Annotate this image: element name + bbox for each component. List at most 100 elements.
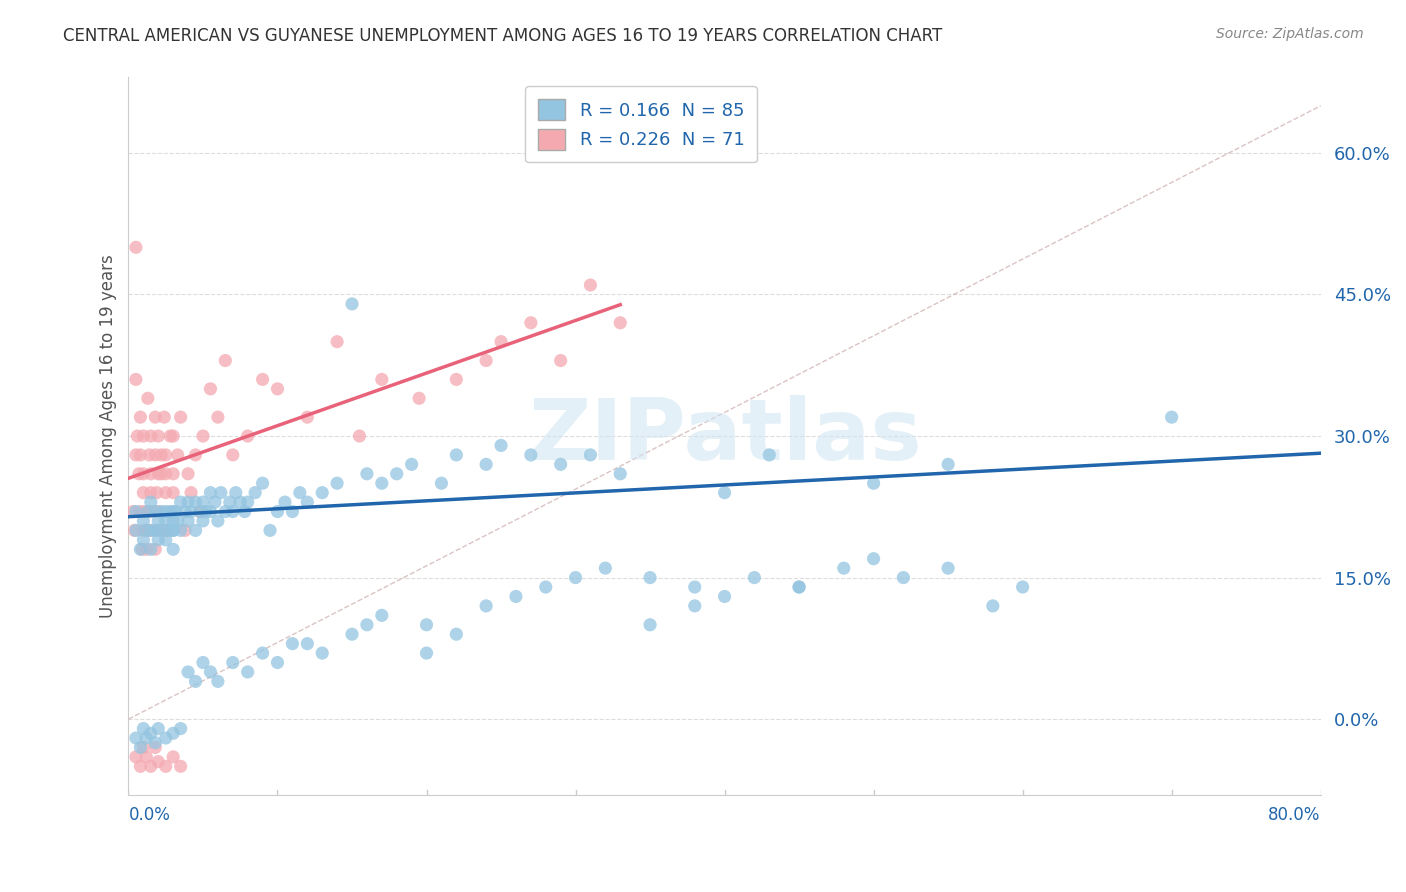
Point [148, 755, 170, 769]
Point [191, 656, 214, 670]
Point [862, 476, 884, 491]
Point [408, 392, 430, 406]
Point [259, 524, 281, 538]
Point [475, 458, 498, 472]
Point [862, 551, 884, 566]
Point [252, 372, 274, 386]
Point [139, 485, 162, 500]
Point [139, 495, 162, 509]
Point [162, 542, 184, 557]
Point [340, 627, 363, 641]
Point [139, 429, 162, 443]
Point [132, 722, 155, 736]
Point [609, 316, 631, 330]
Point [155, 448, 177, 462]
Point [579, 448, 602, 462]
Point [166, 514, 188, 528]
Point [139, 759, 162, 773]
Point [139, 504, 162, 518]
Point [356, 617, 378, 632]
Point [143, 736, 166, 750]
Point [184, 495, 207, 509]
Point [371, 608, 394, 623]
Point [132, 429, 155, 443]
Point [169, 722, 191, 736]
Point [169, 410, 191, 425]
Point [222, 656, 245, 670]
Point [297, 410, 319, 425]
Point [155, 524, 177, 538]
Point [122, 504, 145, 518]
Point [129, 759, 152, 773]
Point [713, 590, 735, 604]
Point [132, 467, 155, 481]
Point [169, 524, 191, 538]
Point [356, 467, 378, 481]
Point [218, 495, 240, 509]
Point [787, 580, 810, 594]
Point [371, 372, 394, 386]
Point [180, 504, 202, 518]
Point [638, 571, 661, 585]
Point [180, 485, 202, 500]
Point [252, 646, 274, 660]
Point [446, 372, 468, 386]
Point [520, 316, 543, 330]
Point [162, 514, 184, 528]
Point [174, 524, 197, 538]
Point [188, 504, 211, 518]
Point [139, 524, 162, 538]
Point [125, 504, 148, 518]
Point [683, 599, 706, 613]
Point [132, 533, 155, 547]
Point [139, 542, 162, 557]
Point [148, 467, 170, 481]
Point [489, 334, 512, 349]
Point [683, 580, 706, 594]
Point [162, 524, 184, 538]
Point [222, 504, 245, 518]
Point [204, 495, 226, 509]
Point [162, 467, 184, 481]
Point [266, 656, 288, 670]
Point [229, 495, 252, 509]
Point [297, 637, 319, 651]
Point [415, 646, 437, 660]
Point [475, 599, 498, 613]
Point [281, 504, 304, 518]
Point [125, 524, 148, 538]
Point [155, 504, 177, 518]
Point [311, 485, 333, 500]
Point [177, 665, 200, 679]
Point [148, 429, 170, 443]
Point [200, 382, 222, 396]
Point [129, 448, 152, 462]
Point [155, 759, 177, 773]
Point [188, 504, 211, 518]
Point [326, 334, 349, 349]
Point [146, 485, 169, 500]
Point [155, 467, 177, 481]
Point [135, 750, 157, 764]
Point [233, 504, 256, 518]
Point [758, 448, 780, 462]
Point [159, 524, 181, 538]
Point [266, 504, 288, 518]
Point [207, 410, 229, 425]
Point [138, 448, 160, 462]
Point [148, 504, 170, 518]
Point [225, 485, 247, 500]
Point [135, 524, 157, 538]
Point [200, 665, 222, 679]
Point [143, 740, 166, 755]
Point [174, 504, 197, 518]
Point [311, 646, 333, 660]
Point [143, 524, 166, 538]
Point [1160, 410, 1182, 425]
Point [326, 476, 349, 491]
Point [550, 353, 572, 368]
Point [243, 485, 266, 500]
Text: Source: ZipAtlas.com: Source: ZipAtlas.com [1216, 27, 1364, 41]
Point [200, 504, 222, 518]
Legend: R = 0.166  N = 85, R = 0.226  N = 71: R = 0.166 N = 85, R = 0.226 N = 71 [526, 87, 756, 162]
